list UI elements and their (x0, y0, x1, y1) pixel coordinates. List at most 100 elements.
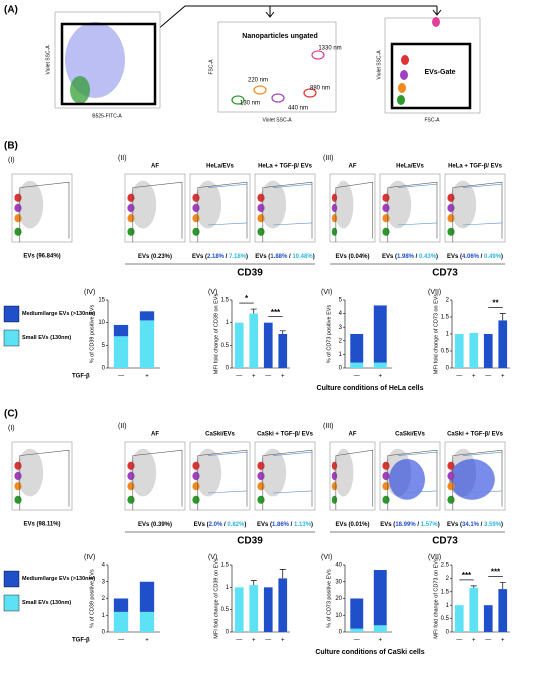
bead-cluster (331, 214, 338, 223)
plot-header: CaSki + TGF-β/ EVs (447, 432, 504, 438)
axis-label: % of CD39 positive EVs (89, 569, 95, 628)
gate (262, 181, 313, 242)
y-tick-label: 0 (102, 630, 106, 636)
sublabel: (II) (118, 155, 127, 162)
bead-cluster (192, 471, 200, 481)
bead-cluster (14, 471, 22, 481)
bead-cluster (253, 85, 267, 95)
gate (19, 181, 70, 242)
caption-part: EVs (0.01%) (335, 522, 369, 528)
y-tick-label: 1.5 (221, 298, 230, 304)
x-tick-label: + (501, 374, 505, 380)
bead-cluster (127, 203, 135, 213)
bar (249, 313, 259, 368)
axis-label: Violet SSC-A (45, 45, 51, 75)
legend-swatch (3, 329, 20, 347)
y-tick-label: 2 (102, 596, 106, 602)
bead-cluster (127, 214, 135, 223)
event-cloud (259, 448, 287, 497)
y-tick-label: 40 (335, 563, 342, 569)
legend-text: Small EVs (130nm) (22, 335, 71, 341)
bead-cluster (127, 495, 135, 504)
bead-cluster (257, 471, 265, 481)
bead-cluster (382, 471, 390, 481)
gate (19, 449, 70, 510)
y-tick-label: 1 (226, 320, 230, 326)
bar-segment (373, 625, 387, 632)
y-tick-label: 0.5 (221, 607, 230, 613)
bar-segment (350, 598, 364, 629)
x-tick-label: + (472, 374, 476, 380)
x-tick-label: — (236, 374, 242, 380)
bar-segment (139, 311, 155, 321)
bead-cluster (331, 495, 338, 504)
caption-part: 1.98% (397, 254, 415, 260)
x-tick-label: + (378, 374, 382, 380)
bead-cluster (257, 193, 265, 202)
bar-segment (139, 611, 155, 632)
y-tick-label: 2.5 (441, 563, 450, 569)
y-tick-label: 0 (339, 630, 343, 636)
legend-swatch (3, 594, 20, 612)
caption-part: 0.43% (419, 254, 437, 260)
gate (60, 22, 157, 106)
bar (234, 587, 244, 632)
bar (234, 322, 244, 368)
axis-label: % of CD39 positive EVs (89, 305, 95, 364)
bead-cluster (447, 203, 455, 213)
significance-label: * (245, 294, 249, 303)
bead-cluster (382, 203, 390, 213)
y-tick-label: 1.5 (441, 315, 450, 321)
y-tick-label: 5 (102, 343, 106, 349)
legend-label: Small EVs (130nm) (22, 335, 71, 341)
legend-text: Small EVs (130nm) (22, 600, 71, 606)
legend-label: Medium/large EVs (>130nm) (22, 311, 95, 317)
plot-header: CaSki/EVs (205, 432, 235, 438)
bead-cluster (192, 461, 200, 470)
caption: EVs (34.1% / 3.59%) (447, 522, 503, 528)
treatment-label: TGF-β (72, 638, 90, 644)
y-tick-label: 1 (446, 332, 450, 338)
caption-part: EVs ( (194, 522, 209, 528)
bead-cluster (331, 203, 338, 213)
gate (335, 181, 374, 242)
error-bar (499, 582, 506, 590)
bar (278, 334, 288, 368)
sublabel: (VII) (428, 289, 441, 296)
bead-cluster (398, 83, 406, 93)
caption-part: / (224, 254, 229, 260)
bead-cluster (192, 214, 200, 223)
error-bar (470, 585, 477, 588)
caption-part: EVs ( (447, 522, 462, 528)
error-bar (250, 580, 257, 586)
axis-label: MFI fold change of CD73 on EVs (433, 558, 439, 639)
plot-title: Nanoparticles ungated (242, 33, 317, 40)
positive-cloud (389, 459, 425, 500)
bar (263, 322, 273, 368)
bar-segment (350, 334, 364, 363)
bead-cluster (14, 461, 22, 470)
positive-cloud (449, 459, 495, 500)
bead-cluster (192, 203, 200, 213)
ev-gate (272, 451, 313, 494)
gate (132, 181, 183, 242)
bead-label: 130 nm (240, 101, 260, 107)
caption-part: 1.13% (294, 522, 312, 528)
y-tick-label: 0 (446, 366, 450, 372)
plot-header: HeLa + TGF-β/ EVs (448, 164, 503, 170)
flow-plot-frame (124, 173, 186, 243)
significance-label: ** (492, 299, 499, 308)
y-tick-label: 10 (98, 320, 105, 326)
sublabel: (V) (208, 289, 217, 296)
event-cloud (259, 180, 287, 229)
ev-gate (397, 451, 438, 494)
bead-cluster (382, 461, 390, 470)
bead-label: 220 nm (248, 78, 268, 84)
bead-cluster (257, 461, 265, 470)
caption-part: EVs ( (192, 254, 207, 260)
caption: EVs (4.06% / 0.49%) (447, 254, 503, 260)
sublabel: (VI) (321, 554, 332, 561)
x-tick-label: — (118, 374, 124, 380)
bead-cluster (127, 471, 135, 481)
event-cloud (194, 180, 222, 229)
